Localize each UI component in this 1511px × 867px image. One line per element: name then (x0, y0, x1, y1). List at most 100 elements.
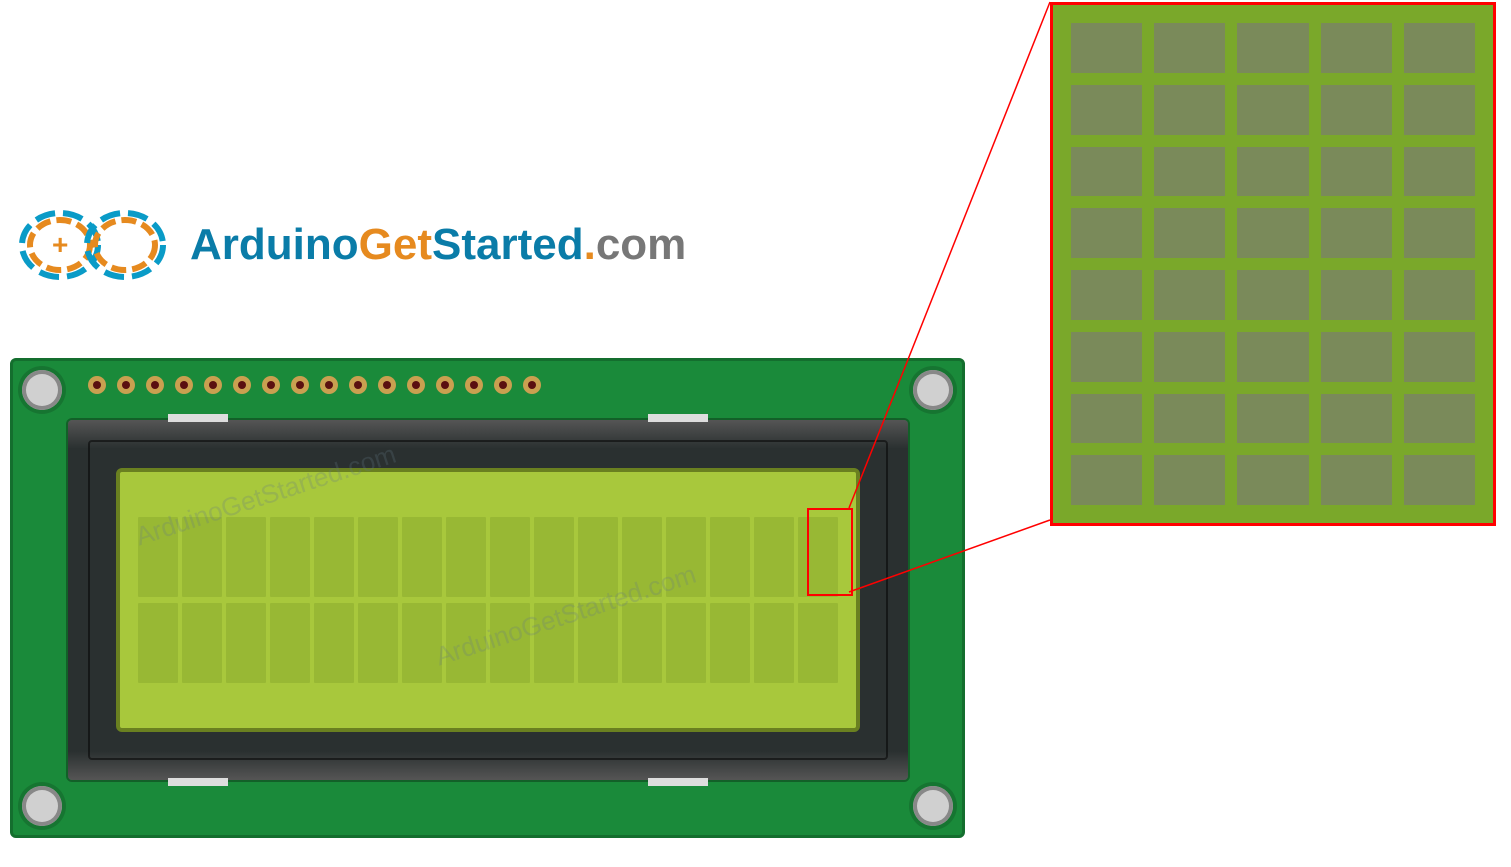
lcd-pin (175, 376, 193, 394)
zoom-pixel (1237, 147, 1308, 197)
zoom-pixel (1321, 23, 1392, 73)
lcd-pin (320, 376, 338, 394)
zoom-pixel (1237, 394, 1308, 444)
lcd-char-cell (534, 603, 574, 683)
zoom-pixel (1321, 147, 1392, 197)
lcd-char-cell (138, 517, 178, 597)
logo-area: + ArduinoGetStarted.com (10, 190, 686, 300)
zoom-pixel (1404, 270, 1475, 320)
lcd-char-cell (358, 603, 398, 683)
logo-text-part: com (596, 220, 686, 269)
zoom-pixel (1237, 85, 1308, 135)
lcd-char-cell (798, 603, 838, 683)
zoom-pixel (1404, 23, 1475, 73)
lcd-char-cell (138, 603, 178, 683)
lcd-pin (117, 376, 135, 394)
lcd-screen (116, 468, 860, 732)
logo-text-part: Get (359, 220, 432, 269)
zoom-pixel (1154, 394, 1225, 444)
lcd-char-row (138, 517, 838, 597)
zoom-pixel (1321, 270, 1392, 320)
lcd-pin (407, 376, 425, 394)
lcd-pin (494, 376, 512, 394)
lcd-pin (262, 376, 280, 394)
lcd-char-cell (446, 603, 486, 683)
lcd-char-cell (666, 603, 706, 683)
logo-text-part: Started (432, 220, 584, 269)
lcd-char-cell (314, 603, 354, 683)
lcd-bezel (68, 420, 908, 780)
zoom-pixel (1404, 147, 1475, 197)
lcd-char-cell (754, 517, 794, 597)
lcd-char-cell (358, 517, 398, 597)
lcd-pin (291, 376, 309, 394)
mounting-hole (913, 370, 953, 410)
zoom-pixel (1071, 85, 1142, 135)
zoom-pixel (1237, 270, 1308, 320)
lcd-char-cell (666, 517, 706, 597)
zoom-pixel-panel (1050, 2, 1496, 526)
lcd-char-cell (710, 603, 750, 683)
lcd-pin (465, 376, 483, 394)
zoom-pixel (1404, 455, 1475, 505)
lcd-pin (204, 376, 222, 394)
zoom-pixel (1321, 332, 1392, 382)
lcd-bezel-tab (168, 778, 228, 786)
lcd-char-cell (754, 603, 794, 683)
logo-text: ArduinoGetStarted.com (190, 220, 686, 270)
lcd-char-cell (490, 603, 530, 683)
zoom-pixel (1404, 394, 1475, 444)
svg-text:+: + (52, 229, 68, 260)
lcd-char-cell (622, 603, 662, 683)
zoom-pixel (1321, 394, 1392, 444)
zoom-pixel (1154, 85, 1225, 135)
lcd-char-cell (402, 517, 442, 597)
zoom-pixel (1071, 147, 1142, 197)
zoom-pixel (1321, 208, 1392, 258)
lcd-pin (146, 376, 164, 394)
lcd-pin (436, 376, 454, 394)
lcd-pin (523, 376, 541, 394)
zoom-pixel (1154, 23, 1225, 73)
zoom-pixel (1321, 455, 1392, 505)
zoom-pixel (1071, 208, 1142, 258)
mounting-hole (22, 370, 62, 410)
lcd-pin-row (88, 376, 541, 394)
zoom-pixel (1237, 332, 1308, 382)
zoom-pixel (1404, 208, 1475, 258)
lcd-char-cell (710, 517, 750, 597)
zoom-pixel (1237, 23, 1308, 73)
lcd-char-cell (226, 517, 266, 597)
lcd-pin (349, 376, 367, 394)
lcd-char-cell (490, 517, 530, 597)
lcd-char-cell (270, 517, 310, 597)
lcd-pin (233, 376, 251, 394)
zoom-pixel (1154, 270, 1225, 320)
lcd-char-cell (578, 517, 618, 597)
zoom-pixel (1154, 147, 1225, 197)
mounting-hole (913, 786, 953, 826)
lcd-char-cell (578, 603, 618, 683)
lcd-char-cell (622, 517, 662, 597)
logo-icon: + (10, 190, 180, 300)
zoom-pixel-grid (1071, 23, 1475, 505)
zoom-pixel (1154, 208, 1225, 258)
lcd-board (10, 358, 965, 838)
zoom-pixel (1071, 455, 1142, 505)
zoom-pixel (1404, 332, 1475, 382)
logo-text-part: . (584, 220, 596, 269)
lcd-char-cell (446, 517, 486, 597)
lcd-bezel-tab (648, 414, 708, 422)
zoom-pixel (1321, 85, 1392, 135)
lcd-char-cell (534, 517, 574, 597)
zoom-pixel (1154, 332, 1225, 382)
zoom-pixel (1071, 270, 1142, 320)
lcd-char-cell (182, 603, 222, 683)
logo-text-part: Arduino (190, 220, 359, 269)
lcd-char-cell (182, 517, 222, 597)
lcd-char-cell (270, 603, 310, 683)
zoom-pixel (1071, 23, 1142, 73)
lcd-char-cell (226, 603, 266, 683)
zoom-source-rect (807, 508, 853, 596)
zoom-pixel (1237, 208, 1308, 258)
